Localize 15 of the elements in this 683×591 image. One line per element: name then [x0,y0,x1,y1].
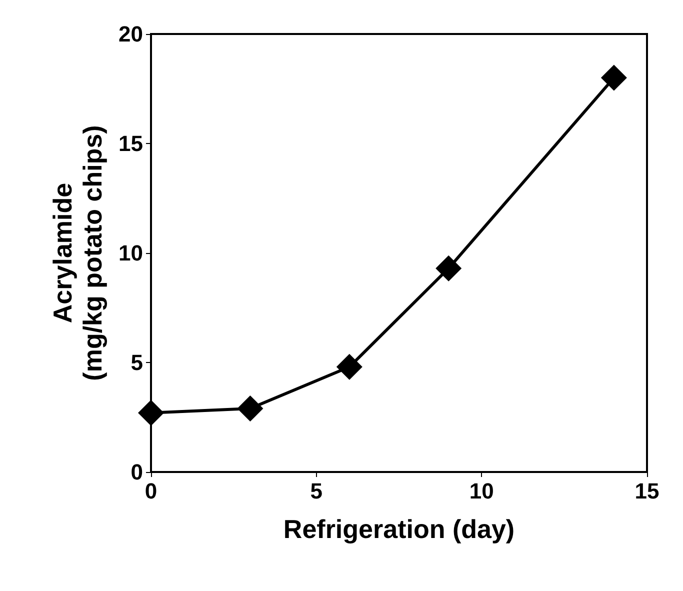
y-tick-label: 10 [118,240,143,266]
x-tick-label: 5 [310,478,322,504]
point [436,255,462,282]
x-tick-label: 10 [469,478,494,504]
x-tick-label: 15 [634,478,660,504]
point [600,64,627,91]
point [138,400,164,426]
point [237,395,264,422]
y-tick-label: 5 [130,350,143,375]
x-axis-title: Refrigeration (day) [283,514,515,544]
y-tick-label: 15 [118,131,143,156]
y-tick-label: 0 [130,460,143,484]
point [336,354,362,380]
y-axis-title: Acrylamide (mg/kg potato chips) [48,125,108,381]
y-tick-label: 20 [118,22,143,46]
